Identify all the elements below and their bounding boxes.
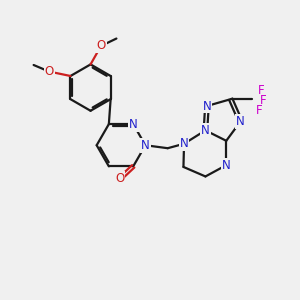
Text: O: O <box>96 40 106 52</box>
Text: N: N <box>180 137 188 150</box>
Text: O: O <box>44 65 54 78</box>
Text: F: F <box>258 84 265 98</box>
Text: F: F <box>256 104 262 117</box>
Text: F: F <box>260 94 266 107</box>
Text: N: N <box>129 118 138 130</box>
Text: O: O <box>115 172 124 185</box>
Text: N: N <box>222 159 231 172</box>
Text: N: N <box>141 139 150 152</box>
Text: N: N <box>202 100 211 112</box>
Text: N: N <box>201 124 210 137</box>
Text: N: N <box>236 115 245 128</box>
